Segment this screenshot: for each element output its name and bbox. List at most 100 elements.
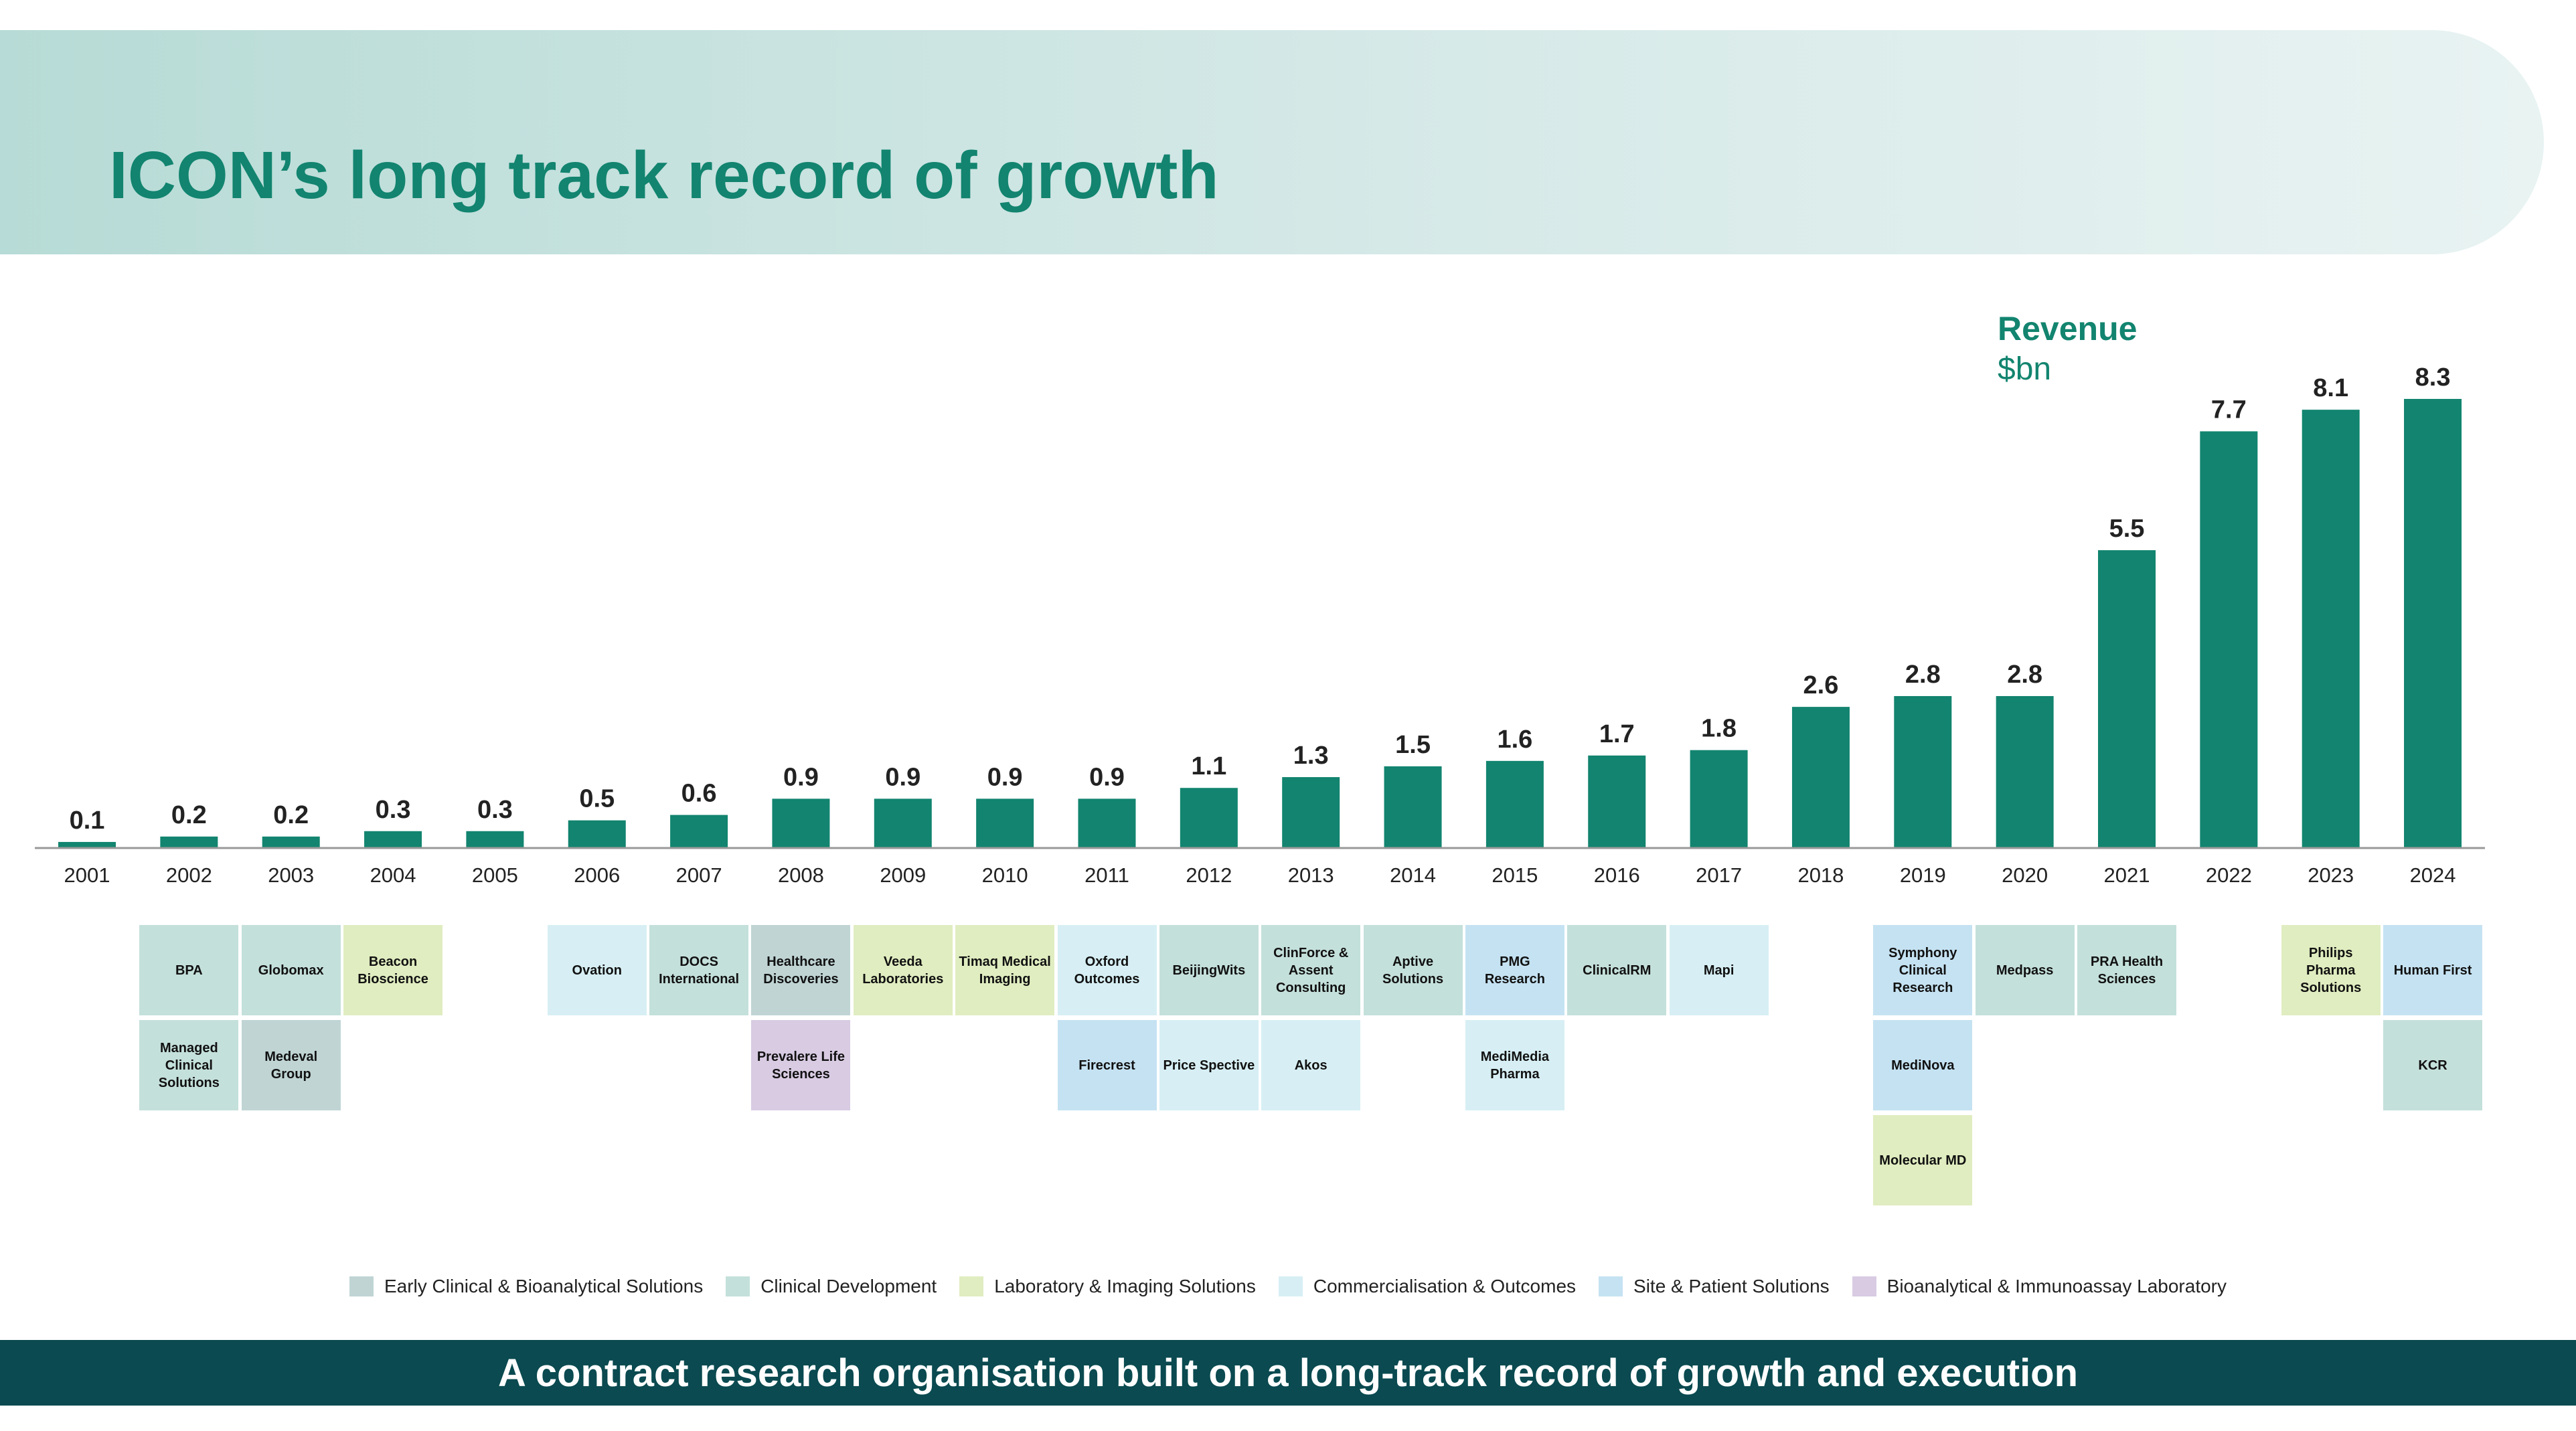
x-tick-label-2022: 2022 (2206, 863, 2252, 887)
acquisition-box: Molecular MD (1873, 1115, 1973, 1205)
legend-label: Laboratory & Imaging Solutions (994, 1276, 1256, 1296)
bar-2018 (1791, 707, 1850, 847)
value-label-2023: 8.1 (2313, 374, 2348, 402)
acquisition-box: MediMedia Pharma (1465, 1020, 1564, 1110)
acquisition-box: ClinForce & Assent Consulting (1261, 925, 1361, 1015)
revenue-bar-chart: 0.1 2001 0.2 2002 0.2 2003 0.3 2004 0.3 2005 0.5 20… (35, 363, 2485, 887)
bar-2023 (2302, 410, 2360, 847)
acquisition-box: DOCS International (649, 925, 749, 1015)
acquisition-box: Symphony Clinical Research (1873, 925, 1973, 1015)
x-tick-label-2004: 2004 (370, 863, 416, 887)
value-label-2009: 0.9 (885, 763, 920, 791)
bar-2016 (1588, 755, 1646, 847)
acquisition-box: Healthcare Discoveries (751, 925, 851, 1015)
x-tick-label-2023: 2023 (2308, 863, 2354, 887)
legend-label: Site & Patient Solutions (1633, 1276, 1830, 1296)
bar-2013 (1282, 777, 1340, 847)
acquisition-box: Prevalere Life Sciences (751, 1020, 851, 1110)
bar-2015 (1485, 760, 1544, 847)
acquisition-box: Human First (2383, 925, 2483, 1015)
legend-label: Commercialisation & Outcomes (1313, 1276, 1577, 1296)
acquisition-box: Firecrest (1057, 1020, 1157, 1110)
footer-banner: A contract research organisation built o… (0, 1340, 2576, 1406)
value-label-2018: 2.6 (1803, 671, 1839, 699)
value-label-2022: 7.7 (2211, 396, 2247, 424)
acquisition-box: Medeval Group (241, 1020, 341, 1110)
value-label-2003: 0.2 (273, 801, 309, 829)
legend-item-lab: Laboratory & Imaging Solutions (959, 1276, 1256, 1297)
value-label-2024: 8.3 (2415, 363, 2451, 392)
bar-2014 (1384, 766, 1442, 847)
x-tick-label-2019: 2019 (1900, 863, 1946, 887)
legend-item-sp: Site & Patient Solutions (1599, 1276, 1830, 1297)
value-label-2012: 1.1 (1191, 752, 1226, 780)
legend-swatch (1278, 1276, 1303, 1296)
value-label-2001: 0.1 (70, 807, 105, 835)
acquisition-box: BPA (139, 925, 239, 1015)
value-label-2002: 0.2 (171, 801, 207, 829)
bar-2022 (2200, 431, 2258, 847)
value-label-2013: 1.3 (1293, 742, 1329, 770)
value-label-2004: 0.3 (376, 796, 411, 824)
bar-2010 (976, 798, 1034, 847)
page-title: ICON’s long track record of growth (109, 138, 1219, 213)
footer-text: A contract research organisation built o… (497, 1351, 2079, 1395)
bar-2007 (670, 815, 728, 847)
x-tick-label-2011: 2011 (1084, 863, 1129, 887)
acquisition-box: Medpass (1975, 925, 2075, 1015)
value-label-2015: 1.6 (1497, 726, 1532, 754)
acquisition-box: Veeda Laboratories (853, 925, 953, 1015)
x-tick-label-2005: 2005 (472, 863, 518, 887)
acquisition-box: Globomax (241, 925, 341, 1015)
legend: Early Clinical & Bioanalytical Solutions… (0, 1276, 2576, 1297)
x-tick-label-2003: 2003 (268, 863, 314, 887)
legend-label: Bioanalytical & Immunoassay Laboratory (1886, 1276, 2227, 1296)
value-label-2008: 0.9 (783, 763, 819, 791)
acquisition-box: Timaq Medical Imaging (955, 925, 1055, 1015)
x-tick-label-2016: 2016 (1594, 863, 1640, 887)
bar-2019 (1894, 695, 1952, 847)
value-label-2011: 0.9 (1089, 763, 1125, 791)
bar-2009 (874, 798, 932, 847)
x-tick-label-2006: 2006 (574, 863, 620, 887)
value-label-2019: 2.8 (1905, 661, 1941, 689)
legend-swatch (959, 1276, 984, 1296)
acquisition-box: PMG Research (1465, 925, 1564, 1015)
acquisition-box: Ovation (547, 925, 647, 1015)
acquisition-box: Beacon Bioscience (343, 925, 443, 1015)
bar-2004 (364, 831, 422, 847)
acquisition-box: Price Spective (1159, 1020, 1259, 1110)
acquisition-box: Managed Clinical Solutions (139, 1020, 239, 1110)
value-label-2014: 1.5 (1395, 731, 1431, 759)
x-tick-label-2009: 2009 (880, 863, 926, 887)
legend-label: Clinical Development (760, 1276, 937, 1296)
value-label-2020: 2.8 (2007, 661, 2042, 689)
x-tick-label-2002: 2002 (166, 863, 212, 887)
x-tick-label-2001: 2001 (64, 863, 110, 887)
acquisition-box: ClinicalRM (1567, 925, 1667, 1015)
bar-2001 (58, 841, 116, 847)
bar-2012 (1180, 788, 1238, 847)
y-axis-label: Revenue (1998, 310, 2138, 347)
legend-item-co: Commercialisation & Outcomes (1278, 1276, 1577, 1297)
bar-2024 (2404, 399, 2462, 847)
legend-swatch (1599, 1276, 1623, 1296)
bar-2003 (262, 836, 320, 847)
acquisition-box: BeijingWits (1159, 925, 1259, 1015)
x-tick-label-2014: 2014 (1390, 863, 1436, 887)
x-tick-label-2010: 2010 (982, 863, 1028, 887)
y-axis-unit: $bn (1998, 351, 2052, 387)
bar-2021 (2098, 550, 2156, 847)
value-label-2006: 0.5 (579, 785, 615, 813)
header-band: ICON’s long track record of growth (0, 30, 2544, 254)
x-tick-label-2012: 2012 (1186, 863, 1232, 887)
legend-swatch (726, 1276, 750, 1296)
legend-swatch (349, 1276, 374, 1296)
x-tick-label-2018: 2018 (1797, 863, 1844, 887)
bar-2020 (1996, 695, 2054, 847)
x-tick-label-2015: 2015 (1492, 863, 1538, 887)
x-tick-label-2021: 2021 (2104, 863, 2150, 887)
legend-item-cd: Clinical Development (726, 1276, 937, 1297)
legend-item-ec: Early Clinical & Bioanalytical Solutions (349, 1276, 703, 1297)
acquisition-box: MediNova (1873, 1020, 1973, 1110)
